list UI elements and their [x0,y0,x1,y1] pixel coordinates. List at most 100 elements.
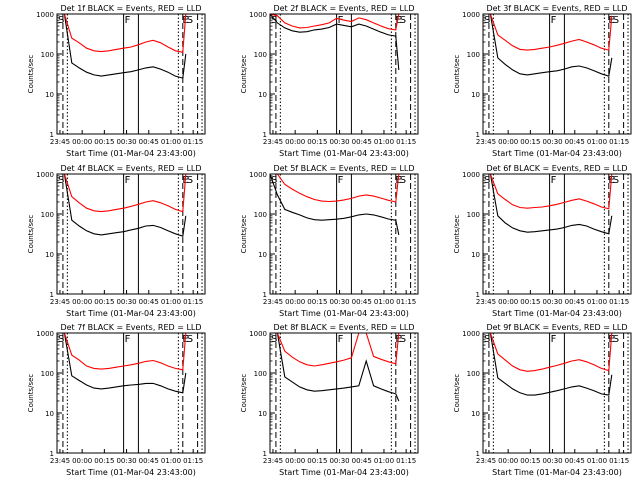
interval-marker-F: F [551,334,557,345]
series-events-line [483,13,613,77]
x-tick-label: 00:45 [565,457,585,465]
y-tick-label: 10 [45,410,54,418]
x-tick-label: 00:15 [307,298,327,306]
x-tick-label: 00:15 [94,138,114,146]
series-events-line [269,13,400,70]
y-axis-label: Counts/sec [27,374,35,413]
x-tick-label: 01:15 [609,138,629,146]
x-tick-label: 01:00 [161,138,181,146]
x-tick-label: 00:15 [307,138,327,146]
panel-det-9: Det 9f BLACK = Events, RED = LLD Start Ti… [453,323,632,477]
y-tick-label: 100 [254,51,267,59]
x-tick-label: 00:00 [72,298,92,306]
x-tick-label: 00:00 [72,138,92,146]
x-tick-label: 00:00 [72,457,92,465]
y-axis-label: Counts/sec [453,215,461,254]
y-tick-label: 1000 [249,11,267,19]
series-lld-line [483,332,613,372]
series-events-line [57,173,187,237]
y-tick-label: 10 [45,91,54,99]
interval-marker-S: S [400,334,406,345]
panel-title: Det 5f BLACK = Events, RED = LLD [273,164,414,173]
y-tick-label: 1000 [249,330,267,338]
panel-det-1: Det 1f BLACK = Events, RED = LLD Start Ti… [27,4,206,158]
interval-marker-S: S [400,175,406,186]
x-tick-label: 01:15 [396,457,416,465]
y-tick-label: 100 [467,370,480,378]
y-tick-label: 1000 [36,171,54,179]
x-axis-label: Start Time (01-Mar-04 23:43:00) [66,468,196,477]
y-axis-label: Counts/sec [27,55,35,94]
x-tick-label: 00:45 [352,457,372,465]
x-axis-label: Start Time (01-Mar-04 23:43:00) [66,309,196,318]
y-tick-label: 1 [50,131,54,139]
series-lld-line [269,13,400,31]
x-tick-label: 23:45 [263,457,283,465]
y-tick-label: 1 [50,291,54,299]
series-lld-line [483,173,613,210]
x-tick-label: 01:00 [374,457,394,465]
plot-frame [482,332,632,454]
interval-marker-F: F [551,15,557,26]
y-tick-label: 1 [476,291,480,299]
y-tick-label: 100 [254,211,267,219]
y-tick-label: 100 [41,370,54,378]
interval-marker-S: S [484,15,490,26]
y-axis-label: Counts/sec [240,55,248,94]
panel-title: Det 1f BLACK = Events, RED = LLD [60,4,201,13]
x-tick-label: 01:00 [374,138,394,146]
y-tick-label: 100 [41,51,54,59]
x-tick-label: 00:45 [565,138,585,146]
panel-title: Det 3f BLACK = Events, RED = LLD [486,4,627,13]
x-tick-label: 00:00 [498,138,518,146]
interval-marker-F: F [338,175,344,186]
x-tick-label: 01:15 [183,138,203,146]
y-tick-label: 1000 [249,171,267,179]
y-tick-label: 1000 [36,330,54,338]
x-tick-label: 00:00 [498,298,518,306]
y-tick-label: 100 [467,211,480,219]
interval-marker-F: F [551,175,557,186]
panel-det-7: Det 7f BLACK = Events, RED = LLD Start Ti… [27,323,206,477]
x-tick-label: 00:30 [542,457,562,465]
y-axis-label: Counts/sec [240,215,248,254]
x-axis-label: Start Time (01-Mar-04 23:43:00) [492,149,622,158]
x-tick-label: 01:00 [161,298,181,306]
y-tick-label: 1000 [462,330,480,338]
interval-marker-S: S [613,15,619,26]
x-tick-label: 01:15 [396,138,416,146]
interval-marker-S: S [484,334,490,345]
interval-marker-F: F [125,334,131,345]
plot-frame [269,173,419,295]
series-lld-line [57,173,187,213]
interval-marker-F: F [125,15,131,26]
y-tick-label: 1 [263,450,267,458]
y-tick-label: 1 [476,450,480,458]
interval-marker-S: S [613,334,619,345]
x-axis-label: Start Time (01-Mar-04 23:43:00) [279,309,409,318]
interval-marker-F: F [338,15,344,26]
panel-det-3: Det 3f BLACK = Events, RED = LLD Start Ti… [453,4,632,158]
y-tick-label: 1000 [36,11,54,19]
x-tick-label: 00:30 [329,138,349,146]
x-tick-label: 00:00 [498,457,518,465]
y-tick-label: 1000 [462,11,480,19]
x-tick-label: 00:45 [139,138,159,146]
x-tick-label: 01:15 [396,298,416,306]
panel-det-5: Det 5f BLACK = Events, RED = LLD Start Ti… [240,164,419,318]
interval-marker-S: S [271,334,277,345]
x-tick-label: 00:30 [542,298,562,306]
interval-marker-S: S [187,175,193,186]
y-tick-label: 1 [263,291,267,299]
interval-marker-F: F [125,175,131,186]
y-axis-label: Counts/sec [27,215,35,254]
x-tick-label: 00:30 [329,298,349,306]
panel-title: Det 8f BLACK = Events, RED = LLD [273,323,414,332]
x-tick-label: 00:15 [94,298,114,306]
x-tick-label: 23:45 [263,298,283,306]
interval-marker-S: S [187,15,193,26]
x-tick-label: 00:45 [352,138,372,146]
series-events-line [483,332,613,396]
x-tick-label: 23:45 [50,138,70,146]
